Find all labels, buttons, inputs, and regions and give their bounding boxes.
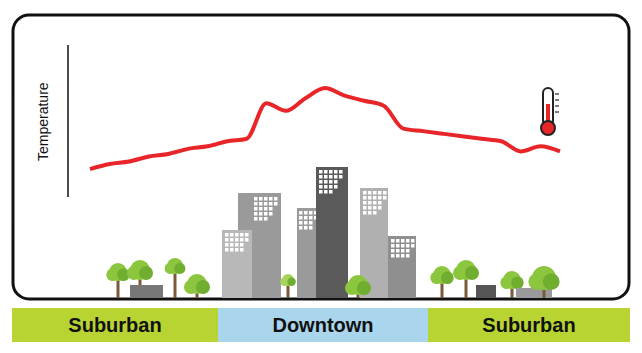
svg-text:Suburban: Suburban [68,314,161,336]
svg-text:Suburban: Suburban [482,314,575,336]
svg-text:Temperature: Temperature [35,82,51,161]
svg-text:Downtown: Downtown [272,314,373,336]
